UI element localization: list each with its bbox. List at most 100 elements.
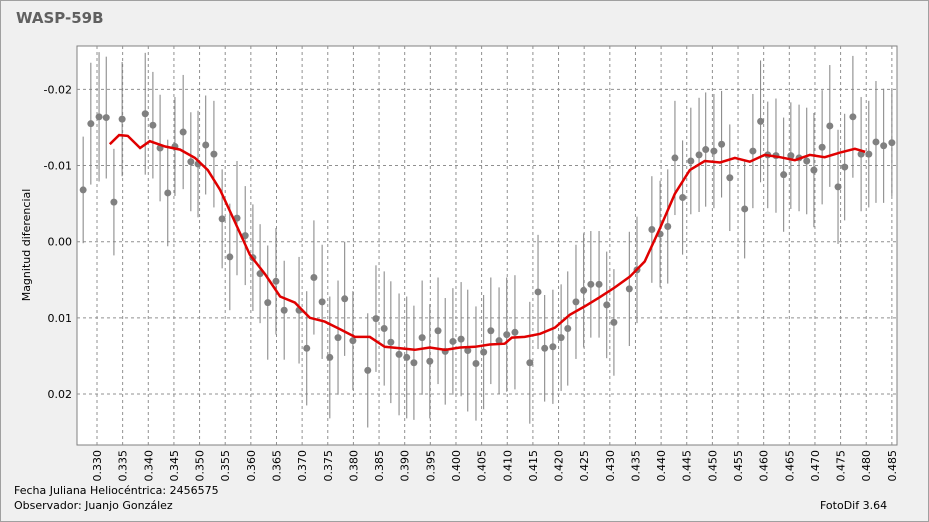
data-point [118,115,126,123]
x-tick-label: 0.360 [245,450,258,482]
data-point [865,150,873,158]
y-tick-label: -0.02 [44,83,72,96]
data-point [395,350,403,358]
data-point [364,366,372,374]
data-point [780,171,788,179]
x-tick-label: 0.435 [629,450,642,482]
x-tick-label: 0.445 [681,450,694,482]
data-point [880,142,888,150]
x-tick-label: 0.465 [783,450,796,482]
data-point [710,147,718,155]
data-point [526,359,534,367]
data-point [534,288,542,296]
data-point [503,331,511,339]
data-point [495,337,503,345]
data-point [326,353,334,361]
data-point [511,328,519,336]
data-point [718,140,726,148]
data-point [580,286,588,294]
data-point [702,146,710,154]
x-tick-label: 0.425 [578,450,591,482]
data-point [280,306,288,314]
data-point [687,157,695,165]
data-point [757,117,765,125]
data-point [418,334,426,342]
x-tick-label: 0.380 [347,450,360,482]
x-tick-label: 0.340 [142,450,155,482]
data-point [664,222,672,230]
data-point [572,298,580,306]
data-point [226,253,234,261]
data-point [841,163,849,171]
data-point [334,334,342,342]
x-tick-label: 0.410 [501,450,514,482]
data-point [303,344,311,352]
data-point [888,139,896,147]
data-point [310,273,318,281]
y-tick-label: 0.00 [48,236,73,249]
footer-date: Fecha Juliana Heliocéntrica: 2456575 [14,484,219,497]
data-point [318,298,326,306]
data-point [834,183,842,191]
x-tick-label: 0.480 [860,450,873,482]
data-point [341,295,349,303]
x-tick-label: 0.370 [296,450,309,482]
data-point [349,337,357,345]
data-point [410,359,418,367]
data-point [695,151,703,159]
data-point [210,150,218,158]
x-tick-label: 0.400 [450,450,463,482]
data-point [449,337,457,345]
y-tick-label: -0.01 [44,160,72,173]
data-point [79,186,87,194]
x-tick-label: 0.420 [553,450,566,482]
x-tick-label: 0.365 [270,450,283,482]
x-tick-label: 0.415 [527,450,540,482]
data-point [464,347,472,355]
data-point [403,353,411,361]
data-point [480,348,488,356]
y-axis-label: Magnitud diferencial [20,189,33,302]
x-tick-label: 0.440 [655,450,668,482]
x-tick-label: 0.330 [91,450,104,482]
x-tick-label: 0.450 [706,450,719,482]
data-point [603,301,611,309]
data-point [272,277,280,285]
x-tick-label: 0.475 [835,450,848,482]
data-point [849,113,857,121]
data-point [387,338,395,346]
x-tick-label: 0.355 [219,450,232,482]
data-point [557,334,565,342]
data-point [426,357,434,365]
chart-title: WASP-59B [16,9,104,27]
x-tick-label: 0.455 [732,450,745,482]
data-point [202,141,210,149]
data-point [749,147,757,155]
x-tick-label: 0.460 [758,450,771,482]
data-point [241,232,249,240]
x-tick-label: 0.350 [194,450,207,482]
x-tick-label: 0.430 [604,450,617,482]
x-tick-label: 0.395 [424,450,437,482]
x-tick-label: 0.470 [809,450,822,482]
data-point [141,110,149,118]
data-point [549,343,557,351]
data-point [818,143,826,151]
x-tick-label: 0.385 [373,450,386,482]
data-point [472,360,480,368]
x-tick-label: 0.345 [168,450,181,482]
data-point [826,122,834,130]
data-point [872,138,880,146]
data-point [679,194,687,202]
x-tick-label: 0.390 [399,450,412,482]
data-point [179,128,187,136]
data-point [625,285,633,293]
data-point [102,114,110,122]
data-point [648,226,656,234]
data-point [487,327,495,335]
data-point [803,157,811,165]
data-point [187,158,195,166]
data-point [787,152,795,160]
data-point [610,318,618,326]
data-point [87,120,95,128]
